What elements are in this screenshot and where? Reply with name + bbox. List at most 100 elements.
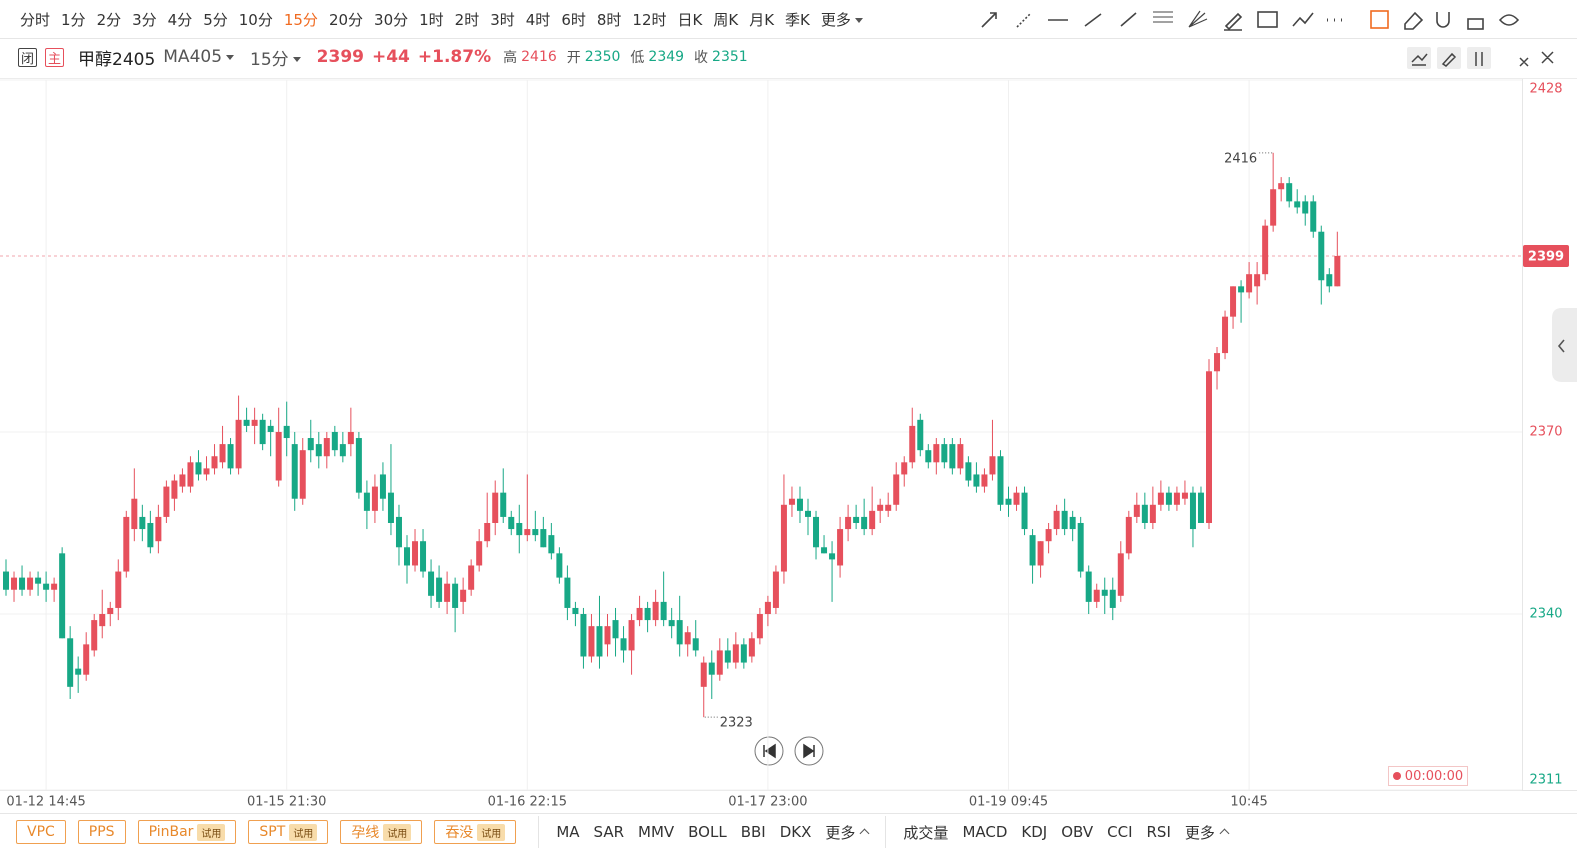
candle-body bbox=[19, 577, 26, 590]
period-tab[interactable]: 4时 bbox=[525, 10, 551, 29]
candle-body bbox=[267, 425, 274, 432]
candle-body bbox=[724, 650, 731, 663]
period-tab[interactable]: 月K bbox=[749, 10, 775, 29]
candle-body bbox=[941, 444, 948, 463]
candle-body bbox=[1230, 286, 1237, 317]
candle-body bbox=[532, 529, 539, 536]
tool-pen[interactable] bbox=[1224, 12, 1243, 31]
pattern-name: 吞没 bbox=[445, 825, 474, 841]
tool-magnet[interactable] bbox=[1436, 12, 1450, 28]
period-tab[interactable]: 3时 bbox=[490, 10, 515, 29]
candle-body bbox=[99, 614, 106, 627]
candle-body bbox=[131, 498, 138, 530]
candle-body bbox=[436, 577, 443, 602]
candle-body bbox=[1149, 504, 1156, 523]
period-tab[interactable]: 周K bbox=[713, 10, 739, 29]
period-tab[interactable]: 5分 bbox=[203, 10, 228, 29]
tool-image[interactable] bbox=[1257, 11, 1278, 28]
candle-body bbox=[1045, 529, 1052, 542]
indicator[interactable]: SAR bbox=[593, 823, 624, 841]
period-tab[interactable]: 6时 bbox=[561, 10, 586, 29]
tool-eraser[interactable] bbox=[1404, 11, 1424, 30]
tool-arrow[interactable] bbox=[981, 12, 997, 28]
pattern-button[interactable]: 孕线 试用 bbox=[340, 820, 423, 844]
indicator[interactable]: BOLL bbox=[688, 823, 727, 841]
period-tab[interactable]: 季K bbox=[785, 10, 810, 29]
tool-eye[interactable] bbox=[1498, 14, 1520, 26]
period-tab[interactable]: 10分 bbox=[238, 10, 273, 29]
pattern-name: VPC bbox=[27, 824, 55, 840]
period-tab[interactable]: 8时 bbox=[596, 10, 622, 29]
tool-ray[interactable] bbox=[1016, 12, 1032, 28]
indicator[interactable]: KDJ bbox=[1021, 823, 1048, 841]
sub-indicators: 成交量 MACD KDJ OBV CCI RSI 更多 bbox=[896, 822, 1234, 843]
indicator[interactable]: MACD bbox=[962, 823, 1008, 841]
period-tab[interactable]: 1分 bbox=[61, 10, 86, 29]
indicator[interactable]: 更多 bbox=[1185, 822, 1230, 843]
stat-value: 2416 bbox=[521, 49, 557, 65]
tool-trend[interactable] bbox=[1292, 12, 1314, 27]
period-tab[interactable]: 30分 bbox=[374, 10, 409, 29]
candle-body bbox=[748, 638, 755, 657]
period-tab[interactable]: 2时 bbox=[454, 10, 480, 29]
period-tab[interactable]: 15分 bbox=[283, 10, 318, 29]
indicator[interactable]: DKX bbox=[779, 823, 812, 841]
tool-segment[interactable] bbox=[1084, 13, 1102, 27]
candle-body bbox=[59, 553, 66, 639]
candle-body bbox=[684, 632, 691, 645]
candle-body bbox=[772, 571, 779, 608]
candle-body bbox=[460, 589, 467, 602]
pattern-button[interactable]: 吞没 试用 bbox=[434, 820, 517, 844]
tool-fan[interactable] bbox=[1188, 10, 1208, 28]
period-tab[interactable]: 更多 bbox=[821, 9, 863, 30]
btn-candle[interactable] bbox=[1467, 47, 1491, 69]
indicator[interactable]: 更多 bbox=[825, 822, 870, 843]
candle-body bbox=[211, 456, 218, 469]
period-tab[interactable]: 4分 bbox=[167, 10, 193, 29]
candle-body bbox=[243, 419, 250, 426]
icon-close[interactable]: 闭 bbox=[18, 47, 37, 67]
tool-line[interactable] bbox=[1120, 12, 1137, 27]
draw-tools bbox=[981, 10, 1520, 31]
candle-body bbox=[1109, 589, 1116, 608]
indicator[interactable]: BBI bbox=[740, 823, 766, 841]
pattern-button[interactable]: PPS bbox=[77, 820, 126, 844]
indicator[interactable]: MA bbox=[556, 823, 580, 841]
pattern-button[interactable]: SPT 试用 bbox=[248, 820, 329, 844]
period-tab[interactable]: 日K bbox=[677, 10, 703, 29]
header-buttons bbox=[1407, 47, 1554, 69]
candle-body bbox=[572, 607, 579, 615]
candle-body bbox=[500, 492, 507, 517]
timer-icon bbox=[1392, 772, 1401, 780]
candle-body bbox=[187, 462, 194, 487]
candle-body bbox=[275, 431, 282, 481]
side-tab[interactable] bbox=[1552, 308, 1577, 382]
candle-body bbox=[508, 516, 515, 530]
candle-body bbox=[235, 419, 242, 469]
side-tab-arrow bbox=[1557, 339, 1565, 353]
candle-body bbox=[412, 541, 419, 566]
contract[interactable]: MA405 bbox=[163, 47, 235, 67]
indicator[interactable]: RSI bbox=[1146, 823, 1171, 841]
tool-edit[interactable] bbox=[1370, 10, 1389, 29]
tool-fib[interactable] bbox=[1153, 11, 1173, 23]
period-tab[interactable]: 3分 bbox=[132, 10, 157, 29]
candle-body bbox=[933, 444, 940, 463]
indicator[interactable]: 成交量 bbox=[903, 823, 949, 842]
candle-body bbox=[869, 510, 876, 530]
candle-body bbox=[1157, 492, 1164, 505]
period-tab[interactable]: 1时 bbox=[419, 10, 444, 29]
period-tab[interactable]: 20分 bbox=[328, 10, 364, 29]
pattern-button[interactable]: PinBar 试用 bbox=[137, 820, 237, 844]
indicator[interactable]: OBV bbox=[1061, 823, 1094, 841]
period-tab[interactable]: 2分 bbox=[96, 10, 122, 29]
pattern-button[interactable]: VPC bbox=[16, 820, 66, 844]
period-tab[interactable]: 分时 bbox=[20, 10, 51, 29]
period-tab[interactable]: 12时 bbox=[632, 10, 667, 29]
indicator[interactable]: MMV bbox=[638, 823, 675, 841]
tool-lock[interactable] bbox=[1467, 18, 1484, 30]
icon-main[interactable]: 主 bbox=[45, 47, 64, 67]
period[interactable]: 15分 bbox=[250, 45, 301, 70]
indicator[interactable]: CCI bbox=[1107, 823, 1133, 841]
candle-body bbox=[203, 468, 210, 475]
